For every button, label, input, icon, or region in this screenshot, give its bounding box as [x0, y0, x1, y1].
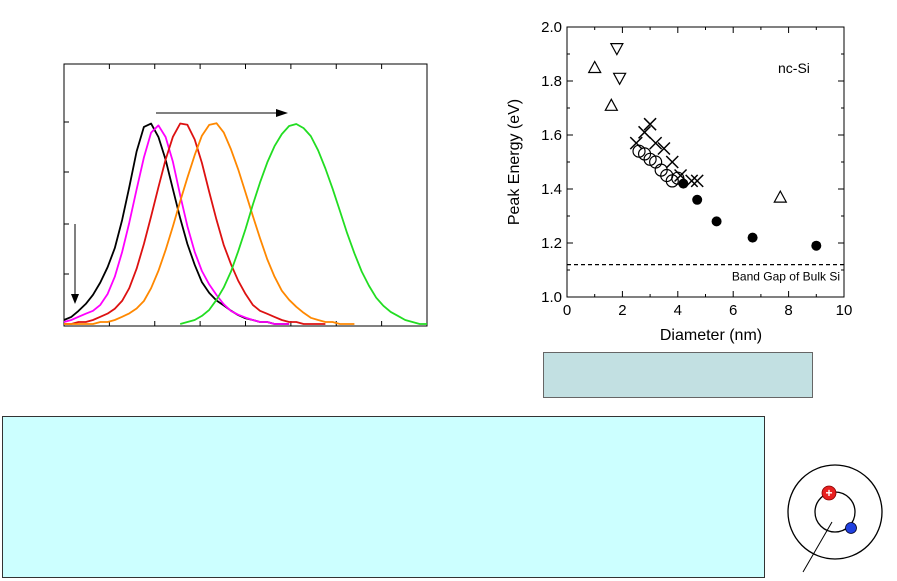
pl-series-line	[63, 124, 290, 325]
point-cross	[643, 117, 657, 131]
pe-y-tick-label: 1.4	[541, 181, 562, 198]
point-cross	[690, 174, 704, 188]
point-triangle-up	[587, 60, 602, 74]
description-panel	[2, 416, 765, 578]
pe-y-tick-label: 1.8	[541, 73, 562, 90]
hole-plus-icon: +	[825, 486, 832, 500]
pe-x-tick-label: 0	[563, 302, 571, 319]
pl-axis-ticks	[64, 64, 383, 326]
legend-nc-si: nc-Si	[778, 60, 810, 76]
pe-y-tick-label: 2.0	[541, 19, 562, 36]
pe-x-tick-label: 10	[836, 302, 853, 319]
pl-series-line	[179, 123, 427, 325]
point-circle-filled	[678, 178, 689, 189]
pe-y-tick-label: 1.0	[541, 289, 562, 306]
point-triangle-down	[609, 42, 624, 56]
redshift-arrow	[156, 109, 288, 117]
point-circle-filled	[711, 216, 722, 227]
intensity-arrow	[71, 224, 79, 304]
point-circle-filled	[692, 194, 703, 205]
point-triangle-down	[612, 72, 627, 86]
pl-series-line	[64, 122, 326, 325]
point-cross	[665, 155, 679, 169]
pl-spectra-chart	[63, 63, 428, 327]
point-cross	[657, 141, 671, 156]
peak-energy-chart: 0 2 4 6 8 10 1.0 1.2 1.4 1.6 1.8 2.0 Band Gap of Bu…	[506, 19, 852, 344]
pe-x-tick-label: 8	[784, 302, 792, 319]
caption-box	[543, 352, 813, 398]
point-cross	[649, 136, 663, 150]
hole-icon	[821, 485, 837, 501]
point-triangle-up	[604, 98, 619, 111]
point-circle-filled	[811, 240, 822, 251]
y-axis-label: Peak Energy (eV)	[506, 99, 523, 225]
electron-icon	[845, 522, 857, 534]
point-triangle-up	[773, 189, 788, 203]
pl-series-group	[63, 122, 427, 325]
pe-data-points	[587, 42, 822, 251]
nanocrystal-outer-circle	[787, 464, 883, 560]
pe-y-tick-label: 1.2	[541, 235, 562, 252]
x-axis-label: Diameter (nm)	[660, 327, 762, 344]
pe-x-tick-label: 2	[618, 302, 626, 319]
pe-x-tick-label: 4	[674, 302, 682, 319]
band-gap-label: Band Gap of Bulk Si	[732, 270, 840, 284]
pe-axes-group: 0 2 4 6 8 10 1.0 1.2 1.4 1.6 1.8 2.0	[541, 19, 852, 319]
point-circle-filled	[747, 232, 758, 243]
pe-y-tick-label: 1.6	[541, 127, 562, 144]
pe-x-tick-label: 6	[729, 302, 737, 319]
point-cross	[638, 125, 652, 139]
point-cross	[629, 136, 643, 150]
pl-series-line	[64, 122, 355, 325]
exciton-schematic: +	[787, 464, 883, 573]
pointer-line	[802, 521, 833, 573]
